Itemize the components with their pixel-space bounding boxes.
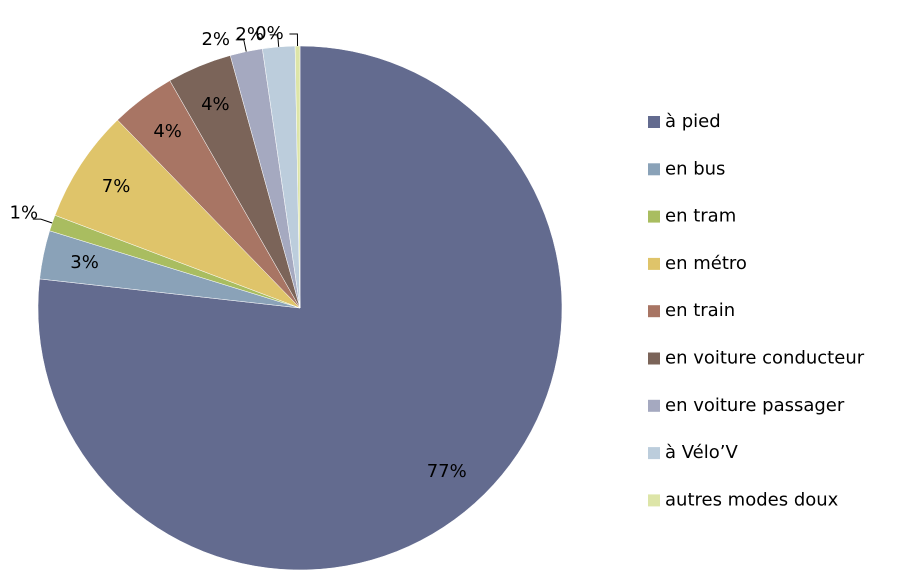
legend-label: en train xyxy=(665,300,735,321)
legend-swatch xyxy=(648,257,660,270)
legend-label: en bus xyxy=(665,158,725,179)
legend-swatch xyxy=(648,399,660,412)
legend-label: autres modes doux xyxy=(665,489,839,510)
data-label: 77% xyxy=(427,461,467,482)
leader-line xyxy=(235,39,247,52)
legend-label: à Vélo’V xyxy=(665,442,738,463)
legend-swatch xyxy=(648,352,660,365)
data-label: 7% xyxy=(102,176,131,197)
legend-label: à pied xyxy=(665,111,721,132)
leader-line xyxy=(289,33,299,47)
data-label: 1% xyxy=(10,202,39,223)
legend-label: en voiture conducteur xyxy=(665,348,865,369)
data-label: 0% xyxy=(255,23,284,44)
legend-swatch xyxy=(648,163,660,176)
data-label: 4% xyxy=(201,94,230,115)
legend-swatch xyxy=(648,447,660,460)
data-label: 4% xyxy=(153,121,182,142)
data-label: 2% xyxy=(235,24,264,45)
legend-label: en métro xyxy=(665,253,747,274)
legend-label: en voiture passager xyxy=(665,395,845,416)
legend-swatch xyxy=(648,210,660,223)
pie-slice xyxy=(294,45,301,309)
legend-swatch xyxy=(648,116,660,128)
leader-line xyxy=(269,34,280,47)
pie-slice xyxy=(54,119,301,309)
legend-swatch xyxy=(648,305,660,318)
data-label: 2% xyxy=(201,29,230,50)
legend-swatch xyxy=(648,494,660,507)
leader-line xyxy=(32,218,53,224)
pie-slice xyxy=(37,45,563,570)
data-label: 3% xyxy=(70,252,99,273)
legend-label: en tram xyxy=(665,206,736,227)
